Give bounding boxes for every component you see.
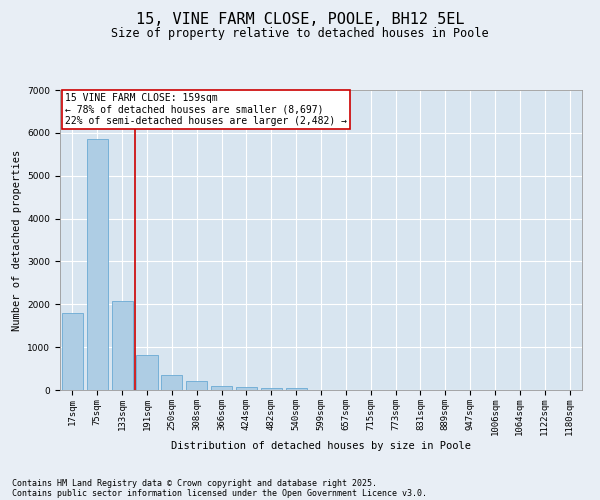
Bar xyxy=(261,388,282,390)
Bar xyxy=(186,381,207,390)
Bar xyxy=(136,355,158,390)
Bar xyxy=(62,313,83,390)
Bar xyxy=(161,374,182,390)
Bar xyxy=(236,387,257,390)
Text: 15, VINE FARM CLOSE, POOLE, BH12 5EL: 15, VINE FARM CLOSE, POOLE, BH12 5EL xyxy=(136,12,464,28)
Text: 15 VINE FARM CLOSE: 159sqm
← 78% of detached houses are smaller (8,697)
22% of s: 15 VINE FARM CLOSE: 159sqm ← 78% of deta… xyxy=(65,93,347,126)
Bar xyxy=(87,140,108,390)
Bar xyxy=(286,388,307,390)
X-axis label: Distribution of detached houses by size in Poole: Distribution of detached houses by size … xyxy=(171,441,471,451)
Bar xyxy=(112,301,133,390)
Text: Size of property relative to detached houses in Poole: Size of property relative to detached ho… xyxy=(111,28,489,40)
Text: Contains HM Land Registry data © Crown copyright and database right 2025.: Contains HM Land Registry data © Crown c… xyxy=(12,478,377,488)
Bar xyxy=(211,386,232,390)
Text: Contains public sector information licensed under the Open Government Licence v3: Contains public sector information licen… xyxy=(12,488,427,498)
Y-axis label: Number of detached properties: Number of detached properties xyxy=(12,150,22,330)
